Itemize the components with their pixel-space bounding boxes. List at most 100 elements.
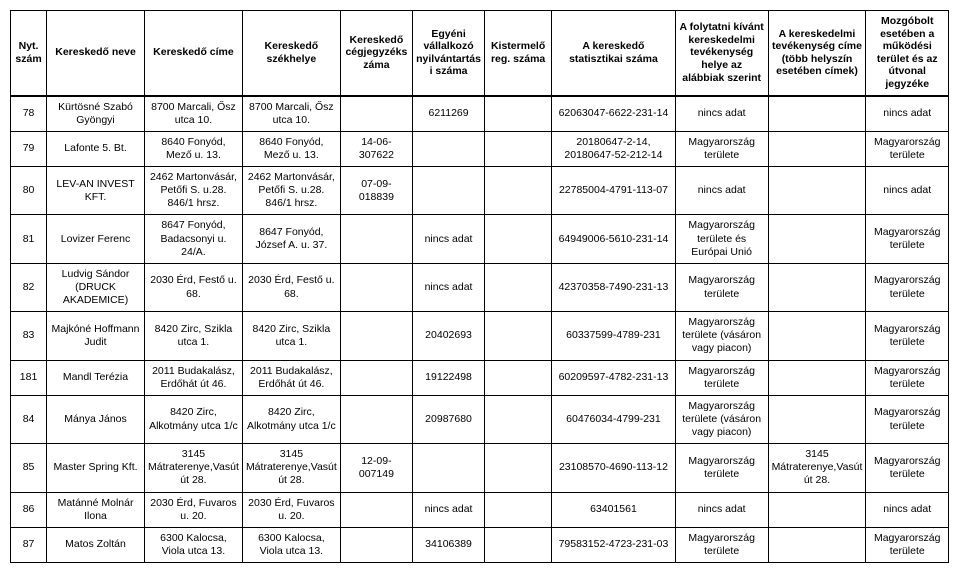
table-cell: nincs adat	[675, 492, 768, 527]
table-cell: 87	[11, 527, 47, 562]
table-cell	[768, 131, 866, 166]
table-cell: Magyarország területe	[866, 263, 949, 311]
table-cell: Kürtösné Szabó Gyöngyi	[47, 96, 145, 132]
col-szekhely: Kereskedő székhelye	[242, 11, 340, 96]
table-cell: 3145 Mátraterenye,Vasút út 28.	[768, 444, 866, 492]
table-cell: 8700 Marcali, Ősz utca 10.	[144, 96, 242, 132]
table-cell: 2011 Budakalász, Erdőhát út 46.	[144, 360, 242, 395]
table-cell: 8640 Fonyód, Mező u. 13.	[144, 131, 242, 166]
table-cell: 8420 Zirc, Alkotmány utca 1/c	[144, 395, 242, 443]
table-cell: 86	[11, 492, 47, 527]
table-cell	[340, 215, 412, 263]
table-cell: 07-09-018839	[340, 167, 412, 215]
table-cell: 6300 Kalocsa, Viola utca 13.	[242, 527, 340, 562]
col-egyeni-vallalkozo: Egyéni vállalkozó nyilvántartási száma	[412, 11, 484, 96]
table-cell: 42370358-7490-231-13	[552, 263, 676, 311]
table-cell: 8647 Fonyód, Badacsonyi u. 24/A.	[144, 215, 242, 263]
table-cell: 22785004-4791-113-07	[552, 167, 676, 215]
table-cell	[768, 360, 866, 395]
table-cell	[768, 492, 866, 527]
table-cell: Magyarország területe	[866, 360, 949, 395]
table-cell: Magyarország területe	[675, 360, 768, 395]
table-cell	[485, 263, 552, 311]
table-cell	[768, 263, 866, 311]
table-row: 84Mánya János8420 Zirc, Alkotmány utca 1…	[11, 395, 949, 443]
col-statisztikai: A kereskedő statisztikai száma	[552, 11, 676, 96]
table-cell: 2462 Martonvásár, Petőfi S. u.28. 846/1 …	[144, 167, 242, 215]
table-row: 86Matánné Molnár Ilona2030 Érd, Fuvaros …	[11, 492, 949, 527]
table-cell	[485, 96, 552, 132]
table-row: 85Master Spring Kft. 3145 Mátraterenye,Va…	[11, 444, 949, 492]
table-cell: 60209597-4782-231-13	[552, 360, 676, 395]
table-cell: Lovizer Ferenc	[47, 215, 145, 263]
table-cell: 2030 Érd, Fuvaros u. 20.	[144, 492, 242, 527]
col-kistermelo: Kistermelő reg. száma	[485, 11, 552, 96]
table-cell: Lafonte 5. Bt.	[47, 131, 145, 166]
table-cell: 63401561	[552, 492, 676, 527]
table-cell: Magyarország területe	[675, 263, 768, 311]
col-tevekenyseg-hely: A folytatni kívánt kereskedelmi tevékeny…	[675, 11, 768, 96]
table-row: 181Mandl Terézia2011 Budakalász, Erdőhát…	[11, 360, 949, 395]
table-cell: Magyarország területe	[866, 215, 949, 263]
table-row: 78Kürtösné Szabó Gyöngyi8700 Marcali, Ős…	[11, 96, 949, 132]
table-cell: 3145 Mátraterenye,Vasút út 28.	[242, 444, 340, 492]
table-row: 87Matos Zoltán6300 Kalocsa, Viola utca 1…	[11, 527, 949, 562]
table-cell: 79	[11, 131, 47, 166]
table-cell: 60476034-4799-231	[552, 395, 676, 443]
table-cell: Matos Zoltán	[47, 527, 145, 562]
table-cell: 84	[11, 395, 47, 443]
table-cell: 19122498	[412, 360, 484, 395]
table-cell: Mánya János	[47, 395, 145, 443]
table-row: 79Lafonte 5. Bt.8640 Fonyód, Mező u. 13.…	[11, 131, 949, 166]
table-cell: 85	[11, 444, 47, 492]
table-cell: nincs adat	[412, 215, 484, 263]
table-cell: 181	[11, 360, 47, 395]
table-cell: Master Spring Kft.	[47, 444, 145, 492]
table-cell: 12-09-007149	[340, 444, 412, 492]
table-body: 78Kürtösné Szabó Gyöngyi8700 Marcali, Ős…	[11, 96, 949, 563]
table-cell: 8640 Fonyód, Mező u. 13.	[242, 131, 340, 166]
table-row: 81Lovizer Ferenc8647 Fonyód, Badacsonyi …	[11, 215, 949, 263]
table-cell: 6300 Kalocsa, Viola utca 13.	[144, 527, 242, 562]
table-cell	[485, 360, 552, 395]
table-cell: 60337599-4789-231	[552, 312, 676, 360]
table-cell: LEV-AN INVEST KFT.	[47, 167, 145, 215]
table-cell: 23108570-4690-113-12	[552, 444, 676, 492]
table-cell: nincs adat	[675, 96, 768, 132]
table-cell	[340, 360, 412, 395]
table-cell: 20180647-2-14, 20180647-52-212-14	[552, 131, 676, 166]
table-cell	[412, 131, 484, 166]
table-cell	[340, 527, 412, 562]
table-cell: Magyarország területe	[866, 312, 949, 360]
table-cell	[412, 444, 484, 492]
table-cell: 8420 Zirc, Szikla utca 1.	[242, 312, 340, 360]
table-cell: Magyarország területe	[866, 444, 949, 492]
table-cell: Magyarország területe	[866, 131, 949, 166]
table-cell	[340, 263, 412, 311]
table-cell: Ludvig Sándor (DRUCK AKADEMICE)	[47, 263, 145, 311]
table-cell: 2462 Martonvásár, Petőfi S. u.28. 846/1 …	[242, 167, 340, 215]
table-cell	[485, 215, 552, 263]
table-cell	[485, 312, 552, 360]
table-cell	[485, 527, 552, 562]
col-kereskedo-cime: Kereskedő címe	[144, 11, 242, 96]
table-cell	[340, 395, 412, 443]
merchants-table: Nyt. szám Kereskedő neve Kereskedő címe …	[10, 10, 949, 563]
table-cell: Mandl Terézia	[47, 360, 145, 395]
table-cell	[485, 167, 552, 215]
table-cell: 2011 Budakalász, Erdőhát út 46.	[242, 360, 340, 395]
table-cell: 8420 Zirc, Alkotmány utca 1/c	[242, 395, 340, 443]
table-cell: Magyarország területe és Európai Unió	[675, 215, 768, 263]
header-row: Nyt. szám Kereskedő neve Kereskedő címe …	[11, 11, 949, 96]
table-cell: Magyarország területe	[675, 527, 768, 562]
table-cell	[768, 395, 866, 443]
table-cell: 64949006-5610-231-14	[552, 215, 676, 263]
table-cell	[485, 492, 552, 527]
table-cell: Matánné Molnár Ilona	[47, 492, 145, 527]
table-cell	[768, 96, 866, 132]
table-cell: Magyarország területe (vásáron vagy piac…	[675, 395, 768, 443]
col-kereskedo-neve: Kereskedő neve	[47, 11, 145, 96]
table-cell: 8700 Marcali, Ősz utca 10.	[242, 96, 340, 132]
table-cell	[412, 167, 484, 215]
table-cell: 6211269	[412, 96, 484, 132]
